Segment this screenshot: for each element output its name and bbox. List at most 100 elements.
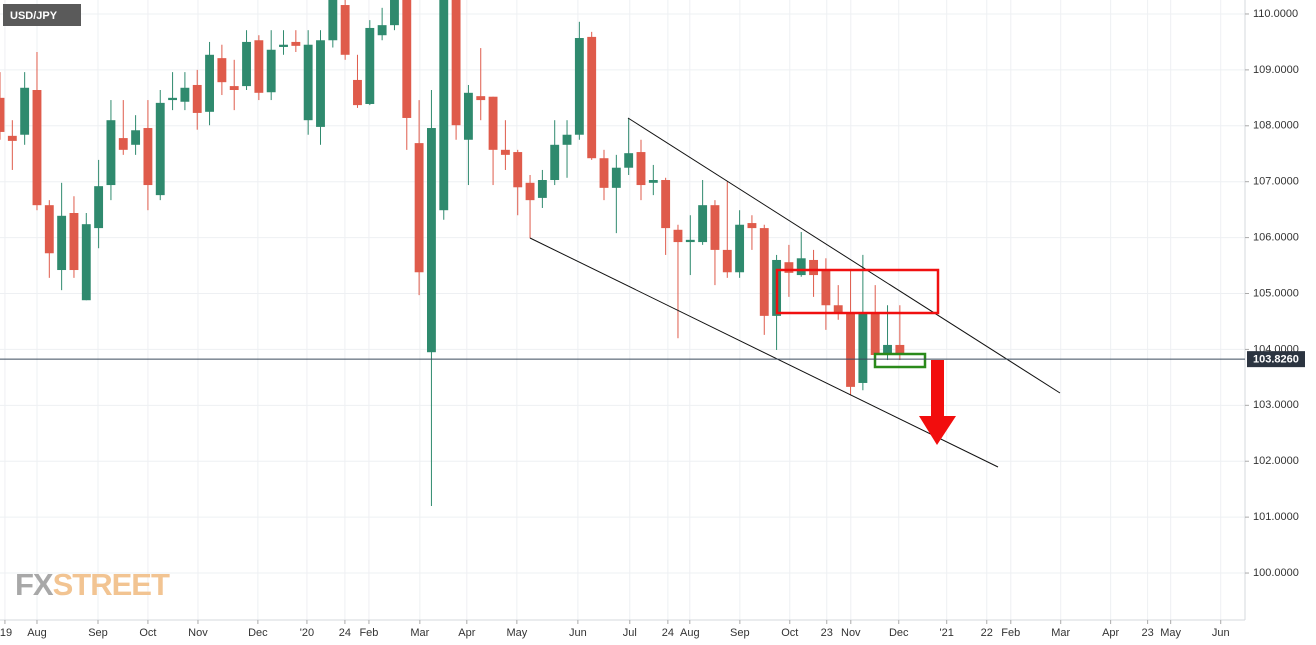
- candle-body: [57, 215, 67, 271]
- candle-body: [279, 44, 288, 47]
- candle-body: [0, 97, 5, 132]
- candle-body: [69, 213, 79, 271]
- candle-body: [796, 258, 806, 276]
- arrow-head: [919, 416, 956, 445]
- candle-body: [574, 38, 584, 135]
- x-tick-label: Oct: [781, 627, 798, 639]
- candle-body: [624, 153, 634, 168]
- candle-body: [217, 58, 227, 83]
- resistance-box: [775, 268, 940, 315]
- x-tick-label: Aug: [27, 627, 47, 639]
- channel-lower: [529, 237, 999, 468]
- candle-body: [390, 0, 399, 26]
- y-tick-label: 102.0000: [1253, 455, 1299, 467]
- x-tick-label: Aug: [680, 627, 700, 639]
- candle-body: [254, 40, 264, 93]
- x-tick-label: 23: [821, 627, 833, 639]
- candle-body: [895, 344, 905, 356]
- candle-body: [20, 87, 30, 135]
- x-tick-label: May: [1160, 627, 1181, 639]
- symbol-box: [3, 4, 81, 26]
- candle-body: [303, 44, 313, 121]
- support-box: [873, 352, 927, 369]
- candle-body: [205, 54, 214, 112]
- candle-body: [242, 41, 251, 87]
- candle-body: [439, 0, 449, 211]
- current-price-label: 103.8260: [1253, 354, 1299, 366]
- arrow-shaft: [931, 360, 944, 417]
- candle-body: [143, 128, 153, 186]
- y-tick-label: 108.0000: [1253, 120, 1299, 132]
- x-tick-label: Mar: [1051, 627, 1070, 639]
- x-tick-label: 22: [981, 627, 993, 639]
- candle-body: [426, 128, 436, 353]
- y-tick-label: 110.0000: [1253, 8, 1298, 20]
- candles: [0, 0, 905, 506]
- candle-body: [809, 259, 819, 276]
- candle-body: [833, 305, 843, 314]
- candle-body: [291, 41, 301, 46]
- candle-body: [81, 224, 91, 301]
- candle-body: [316, 40, 325, 127]
- candle-body: [414, 143, 424, 273]
- x-tick-label: Nov: [841, 627, 861, 639]
- y-tick-label: 101.0000: [1253, 511, 1299, 523]
- x-tick-label: Sep: [88, 627, 108, 639]
- x-tick-label: '21: [940, 627, 954, 639]
- x-tick-label: Apr: [458, 627, 475, 639]
- candle-body: [710, 205, 720, 250]
- candle-body: [821, 270, 831, 306]
- candle-body: [118, 138, 128, 150]
- x-tick-label: Jun: [1212, 627, 1230, 639]
- candle-body: [131, 130, 141, 145]
- x-tick-label: May: [506, 627, 527, 639]
- x-tick-label: Oct: [139, 627, 156, 639]
- candle-body: [402, 0, 412, 118]
- candle-body: [229, 86, 239, 91]
- y-tick-label: 103.0000: [1253, 399, 1299, 411]
- axes: 100.0000101.0000102.0000103.0000104.0000…: [0, 8, 1305, 639]
- x-tick-label: Jun: [569, 627, 587, 639]
- candle-body: [500, 149, 510, 155]
- candle-body: [513, 152, 523, 188]
- candle-body: [463, 92, 473, 140]
- candle-body: [106, 120, 116, 186]
- candle-body: [673, 229, 683, 243]
- candle-body: [747, 223, 757, 229]
- candle-body: [846, 313, 855, 387]
- x-tick-label: 24: [339, 627, 351, 639]
- candle-body: [32, 90, 42, 206]
- x-tick-label: Sep: [730, 627, 750, 639]
- x-tick-label: Nov: [188, 627, 208, 639]
- candle-body: [648, 180, 658, 183]
- symbol: USD/JPY: [10, 10, 58, 22]
- candle-body: [599, 158, 609, 188]
- candle-body: [377, 25, 387, 36]
- candle-body: [328, 0, 338, 41]
- watermark-prefix: FX: [15, 567, 54, 602]
- x-tick-label: Dec: [889, 627, 909, 639]
- watermark: FXSTREET: [15, 567, 170, 602]
- candle-body: [488, 96, 498, 150]
- candle-body: [451, 0, 461, 126]
- candle-body: [870, 313, 880, 356]
- candle-body: [537, 180, 547, 198]
- candle-body: [883, 344, 892, 356]
- candle-body: [180, 87, 190, 102]
- current-price-box: [1247, 351, 1305, 368]
- x-tick-label: Feb: [1001, 627, 1020, 639]
- x-tick-label: Feb: [359, 627, 378, 639]
- candle-body: [661, 180, 671, 229]
- candle-body: [858, 313, 868, 383]
- candle-body: [611, 167, 621, 188]
- candle-body: [155, 102, 165, 196]
- grid: [0, 0, 1245, 620]
- x-tick-label: Jul: [623, 627, 637, 639]
- candle-body: [525, 182, 535, 201]
- candle-body: [168, 97, 178, 101]
- channel-upper: [627, 117, 1061, 394]
- x-tick-label: Apr: [1102, 627, 1119, 639]
- candle-body: [587, 36, 597, 159]
- candle-body: [698, 205, 708, 243]
